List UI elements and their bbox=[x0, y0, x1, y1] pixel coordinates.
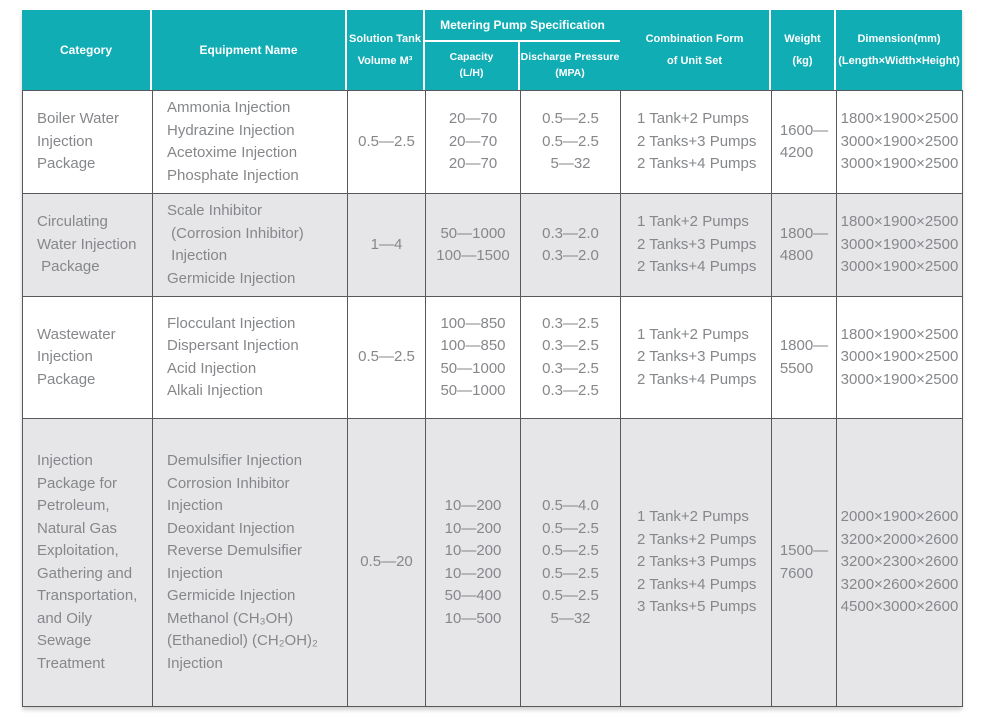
discharge-pressure-cell: 0.3—2.0 0.3—2.0 bbox=[520, 193, 621, 297]
weight-cell: 1800— 4800 bbox=[771, 193, 837, 297]
table-body: Boiler Water Injection Package Ammonia I… bbox=[22, 90, 963, 707]
weight-value: 1500— 7600 bbox=[779, 542, 829, 582]
discharge-pressure-cell: 0.5—2.5 0.5—2.5 5—32 bbox=[520, 90, 621, 194]
table-row: Boiler Water Injection Package Ammonia I… bbox=[22, 90, 963, 194]
dimension-cell: 1800×1900×2500 3000×1900×2500 3000×1900×… bbox=[836, 193, 963, 297]
header-metering-subrow: Capacity (L/H) Discharge Pressure (MPA) bbox=[425, 42, 620, 90]
header-capacity: Capacity (L/H) bbox=[425, 42, 520, 90]
dimension-cell: 2000×1900×2600 3200×2000×2600 3200×2300×… bbox=[836, 418, 963, 707]
capacity-cell: 100—850 100—850 50—1000 50—1000 bbox=[425, 296, 521, 419]
header-category: Category bbox=[22, 10, 152, 90]
tank-volume-cell: 0.5—2.5 bbox=[347, 296, 426, 419]
discharge-pressure-cell: 0.5—4.0 0.5—2.5 0.5—2.5 0.5—2.5 0.5—2.5 … bbox=[520, 418, 621, 707]
header-discharge-pressure: Discharge Pressure (MPA) bbox=[520, 42, 620, 90]
weight-value: 1600— 4200 bbox=[779, 121, 829, 162]
equipment-cell: Ammonia Injection Hydrazine Injection Ac… bbox=[152, 90, 348, 194]
weight-cell: 1500— 7600 bbox=[771, 418, 837, 707]
header-combination-form: Combination Form of Unit Set bbox=[620, 10, 771, 90]
category-cell: Boiler Water Injection Package bbox=[22, 90, 153, 194]
header-dimension: Dimension(mm) (Length×Width×Height) bbox=[836, 10, 962, 90]
category-cell: Wastewater Injection Package bbox=[22, 296, 153, 419]
weight-value: 1800— 5500 bbox=[779, 337, 829, 377]
equipment-spec-table: Category Equipment Name Solution Tank Vo… bbox=[22, 10, 963, 707]
capacity-cell: 20—70 20—70 20—70 bbox=[425, 90, 521, 194]
combination-cell: 1 Tank+2 Pumps 2 Tanks+3 Pumps 2 Tanks+4… bbox=[620, 193, 772, 297]
header-metering-pump-group: Metering Pump Specification Capacity (L/… bbox=[425, 10, 620, 90]
dimension-value: 2000×1900×2600 3200×2000×2600 3200×2300×… bbox=[840, 508, 959, 616]
capacity-cell: 10—200 10—200 10—200 10—200 50—400 10—50… bbox=[425, 418, 521, 707]
tank-volume-cell: 1—4 bbox=[347, 193, 426, 297]
discharge-pressure-cell: 0.3—2.5 0.3—2.5 0.3—2.5 0.3—2.5 bbox=[520, 296, 621, 419]
table-row: Wastewater Injection Package Flocculant … bbox=[22, 296, 963, 419]
header-equipment-name: Equipment Name bbox=[152, 10, 347, 90]
header-solution-tank-volume: Solution Tank Volume M³ bbox=[347, 10, 425, 90]
weight-cell: 1800— 5500 bbox=[771, 296, 837, 419]
dimension-value: 1800×1900×2500 3000×1900×2500 3000×1900×… bbox=[840, 110, 959, 173]
table-row: Circulating Water Injection Package Scal… bbox=[22, 193, 963, 297]
dimension-value: 1800×1900×2500 3000×1900×2500 3000×1900×… bbox=[840, 213, 959, 276]
equipment-cell: Scale Inhibitor (Corrosion Inhibitor) In… bbox=[152, 193, 348, 297]
table-row: Injection Package for Petroleum, Natural… bbox=[22, 418, 963, 707]
equipment-cell: Demulsifier Injection Corrosion Inhibito… bbox=[152, 418, 348, 707]
table-header: Category Equipment Name Solution Tank Vo… bbox=[22, 10, 962, 90]
category-cell: Circulating Water Injection Package bbox=[22, 193, 153, 297]
combination-cell: 1 Tank+2 Pumps 2 Tanks+3 Pumps 2 Tanks+4… bbox=[620, 296, 772, 419]
weight-cell: 1600— 4200 bbox=[771, 90, 837, 194]
weight-value: 1800— 4800 bbox=[779, 224, 829, 265]
tank-volume-cell: 0.5—20 bbox=[347, 418, 426, 707]
category-cell: Injection Package for Petroleum, Natural… bbox=[22, 418, 153, 707]
tank-volume-cell: 0.5—2.5 bbox=[347, 90, 426, 194]
combination-cell: 1 Tank+2 Pumps 2 Tanks+2 Pumps 2 Tanks+3… bbox=[620, 418, 772, 707]
dimension-value: 1800×1900×2500 3000×1900×2500 3000×1900×… bbox=[840, 325, 959, 388]
combination-cell: 1 Tank+2 Pumps 2 Tanks+3 Pumps 2 Tanks+4… bbox=[620, 90, 772, 194]
dimension-cell: 1800×1900×2500 3000×1900×2500 3000×1900×… bbox=[836, 296, 963, 419]
dimension-cell: 1800×1900×2500 3000×1900×2500 3000×1900×… bbox=[836, 90, 963, 194]
equipment-cell: Flocculant Injection Dispersant Injectio… bbox=[152, 296, 348, 419]
header-metering-pump-specification: Metering Pump Specification bbox=[425, 10, 620, 42]
header-weight: Weight (kg) bbox=[771, 10, 836, 90]
capacity-cell: 50—1000 100—1500 bbox=[425, 193, 521, 297]
